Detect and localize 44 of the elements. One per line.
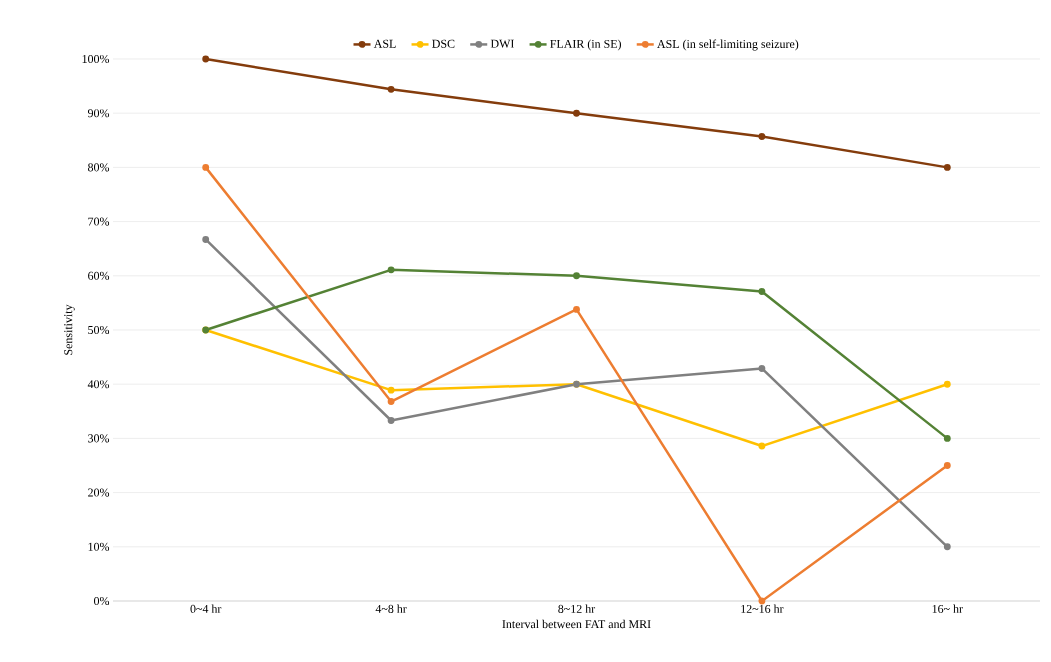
point [573, 305, 580, 313]
y-tick-label: 40% [87, 380, 110, 389]
point [758, 442, 766, 450]
x-tick-label: 16~ hr [932, 604, 963, 613]
y-tick-label: 100% [82, 54, 110, 64]
point [387, 398, 395, 405]
x-tick-label: 12~16 hr [741, 604, 784, 613]
point [387, 266, 395, 274]
x-tick-label: 8~12 hr [558, 604, 596, 613]
point [573, 109, 580, 117]
point [202, 236, 210, 243]
x-tick-label: 4~8 hr [375, 604, 407, 613]
legend-label: DWI [490, 39, 514, 48]
point [387, 417, 395, 424]
x-axis-title: Interval between FAT and MRI [502, 619, 651, 629]
point [202, 163, 210, 171]
point [202, 55, 210, 63]
point [387, 85, 395, 93]
point [943, 380, 951, 388]
legend-label: FLAIR (in SE) [550, 39, 621, 51]
point [387, 386, 395, 394]
y-tick-label: 10% [88, 542, 110, 551]
y-tick-label: 80% [88, 163, 110, 172]
y-tick-label: 0% [94, 596, 110, 606]
y-tick-label: 50% [88, 325, 110, 335]
point [943, 434, 951, 442]
y-tick-label: 60% [88, 271, 110, 280]
point [943, 543, 951, 551]
x-tick-label: 0~4 hr [190, 604, 222, 613]
y-tick-label: 90% [87, 109, 110, 118]
legend-label: DSC [432, 39, 455, 48]
point [943, 462, 951, 469]
y-tick-label: 30% [88, 434, 110, 443]
y-axis-title: Sensitivity [64, 304, 75, 355]
point [943, 163, 951, 171]
point [758, 597, 766, 605]
point [758, 288, 766, 295]
y-tick-label: 70% [88, 217, 110, 226]
point [758, 365, 766, 372]
legend-label: ASL (in self-limiting seizure) [657, 39, 799, 51]
point [758, 133, 766, 140]
legend-label: ASL [373, 39, 396, 48]
y-tick-label: 20% [88, 488, 110, 497]
point [573, 272, 580, 280]
